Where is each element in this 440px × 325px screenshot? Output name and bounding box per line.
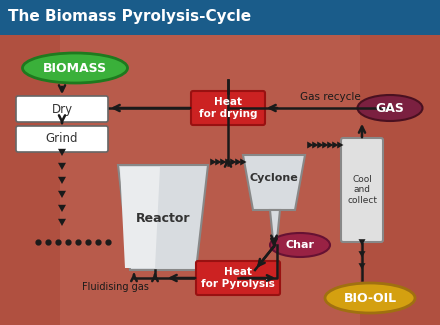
Ellipse shape	[270, 233, 330, 257]
Text: Cyclone: Cyclone	[249, 173, 298, 183]
Text: Reactor: Reactor	[136, 212, 190, 225]
Polygon shape	[58, 177, 66, 184]
Polygon shape	[359, 263, 366, 269]
FancyBboxPatch shape	[196, 261, 280, 295]
FancyBboxPatch shape	[16, 96, 108, 122]
Polygon shape	[58, 219, 66, 226]
Polygon shape	[327, 141, 334, 149]
Polygon shape	[58, 205, 66, 212]
Text: GAS: GAS	[376, 101, 404, 114]
Text: The Biomass Pyrolysis-Cycle: The Biomass Pyrolysis-Cycle	[8, 9, 251, 24]
Polygon shape	[235, 159, 242, 165]
Text: Fluidising gas: Fluidising gas	[81, 282, 148, 292]
Polygon shape	[58, 149, 66, 156]
Polygon shape	[322, 141, 329, 149]
FancyBboxPatch shape	[191, 91, 265, 125]
Polygon shape	[58, 163, 66, 170]
Polygon shape	[270, 210, 280, 240]
Polygon shape	[359, 239, 366, 245]
Polygon shape	[225, 159, 231, 165]
Polygon shape	[220, 159, 227, 165]
Polygon shape	[210, 159, 216, 165]
Text: Gas recycle: Gas recycle	[300, 92, 360, 102]
Polygon shape	[307, 141, 313, 149]
Ellipse shape	[22, 53, 128, 83]
Polygon shape	[332, 141, 338, 149]
Polygon shape	[118, 165, 208, 270]
Polygon shape	[240, 159, 246, 165]
Text: Heat
for drying: Heat for drying	[199, 97, 257, 119]
Text: BIO-OIL: BIO-OIL	[344, 292, 396, 305]
Text: BIOMASS: BIOMASS	[43, 61, 107, 74]
Polygon shape	[317, 141, 323, 149]
Polygon shape	[120, 167, 160, 268]
FancyBboxPatch shape	[16, 126, 108, 152]
Bar	[0, 35, 440, 325]
Polygon shape	[359, 251, 366, 257]
Polygon shape	[312, 141, 319, 149]
Text: Char: Char	[286, 240, 315, 250]
Ellipse shape	[325, 283, 415, 313]
Ellipse shape	[357, 95, 422, 121]
Polygon shape	[215, 159, 221, 165]
Text: Heat
for Pyrolysis: Heat for Pyrolysis	[201, 267, 275, 289]
Polygon shape	[337, 141, 344, 149]
Polygon shape	[243, 155, 305, 210]
Polygon shape	[230, 159, 237, 165]
Polygon shape	[58, 191, 66, 198]
Bar	[0, 0, 440, 35]
Text: Dry: Dry	[51, 102, 73, 115]
Text: Cool
and
collect: Cool and collect	[347, 175, 377, 205]
FancyBboxPatch shape	[341, 138, 383, 242]
Bar	[60, 35, 360, 325]
Text: Grind: Grind	[46, 133, 78, 146]
